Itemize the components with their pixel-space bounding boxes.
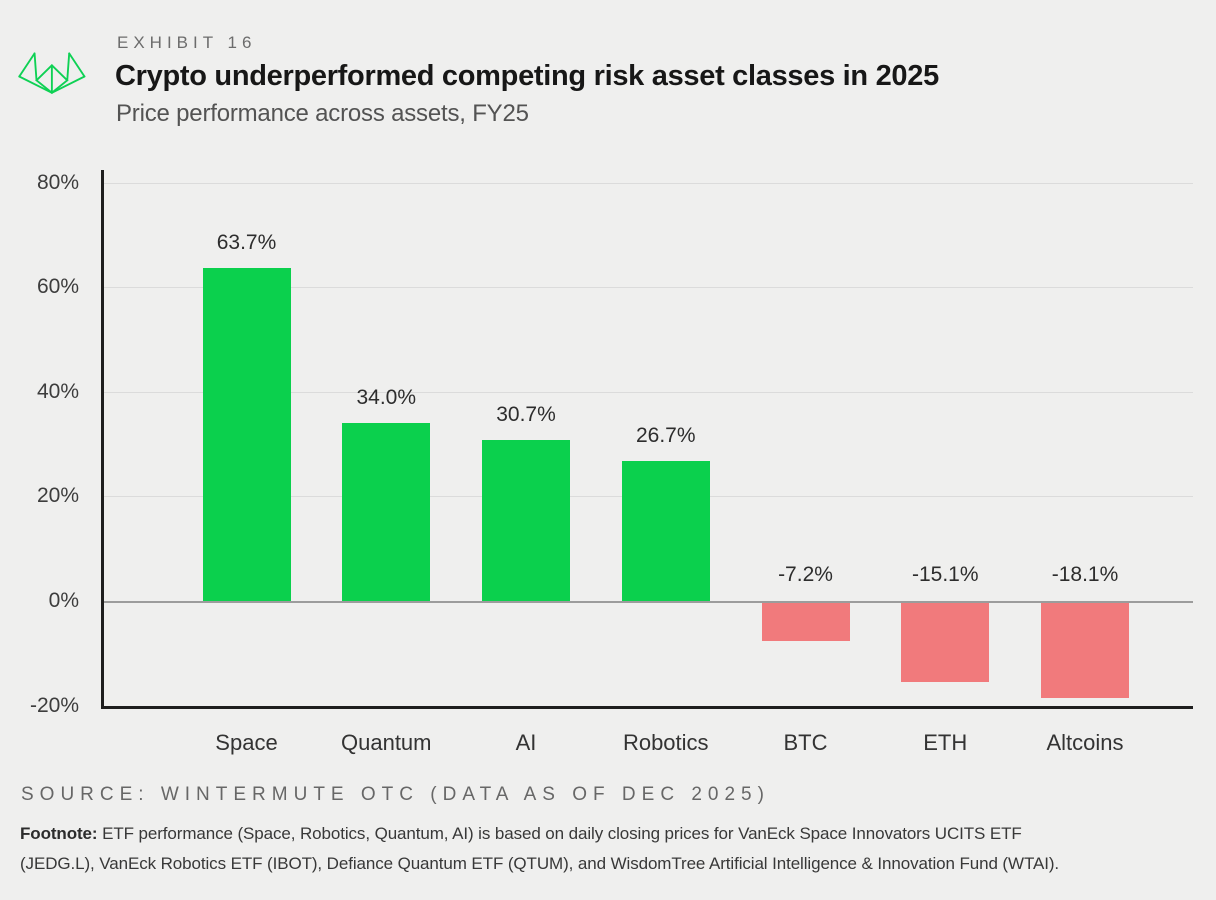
x-category-label: ETH [923,730,968,755]
chart-subtitle: Price performance across assets, FY25 [116,100,529,127]
bar-ai [482,440,570,601]
bar-value-label: -18.1% [1051,563,1119,586]
y-tick-label: 0% [48,589,79,612]
footnote-label: Footnote: [20,824,98,843]
x-category-label: BTC [783,730,828,755]
bar-value-label: -7.2% [778,563,833,586]
exhibit-number: EXHIBIT 16 [117,33,257,52]
bar-value-label: 63.7% [216,230,277,254]
footnote-text: ETF performance (Space, Robotics, Quantu… [20,824,1060,873]
x-category-label: AI [515,730,537,755]
bar-value-label: 30.7% [496,403,556,427]
gridline [102,287,1193,289]
y-tick-label: 40% [36,379,79,403]
x-category-label: Robotics [622,730,709,755]
y-axis [101,170,104,709]
gridline [102,391,1193,393]
y-tick-label: 60% [36,275,79,299]
bar-altcoins [1041,603,1129,698]
bar-eth [901,603,990,682]
bar-btc [761,603,850,641]
y-tick-label: 80% [36,170,79,194]
footnote: Footnote: ETF performance (Space, Roboti… [20,819,1075,879]
bar-value-label: 26.7% [635,424,696,448]
y-tick-label: 20% [36,484,79,508]
chart-title: Crypto underperformed competing risk ass… [115,60,939,92]
bar-space [202,267,291,601]
gridline [102,182,1193,184]
bar-robotics [621,461,710,601]
bar-quantum [342,423,431,601]
x-axis [101,706,1193,709]
x-category-label: Space [215,730,278,755]
source-line: SOURCE: WINTERMUTE OTC (DATA AS OF DEC 2… [21,784,770,805]
wintermute-logo-strokes [18,52,86,94]
bar-value-label: -15.1% [911,563,979,586]
wintermute-logo [18,52,86,94]
x-category-label: Altcoins [1046,730,1124,755]
y-tick-label: -20% [29,693,79,717]
x-category-label: Quantum [341,730,432,755]
zero-gridline [102,601,1193,603]
bar-value-label: 34.0% [356,386,417,410]
